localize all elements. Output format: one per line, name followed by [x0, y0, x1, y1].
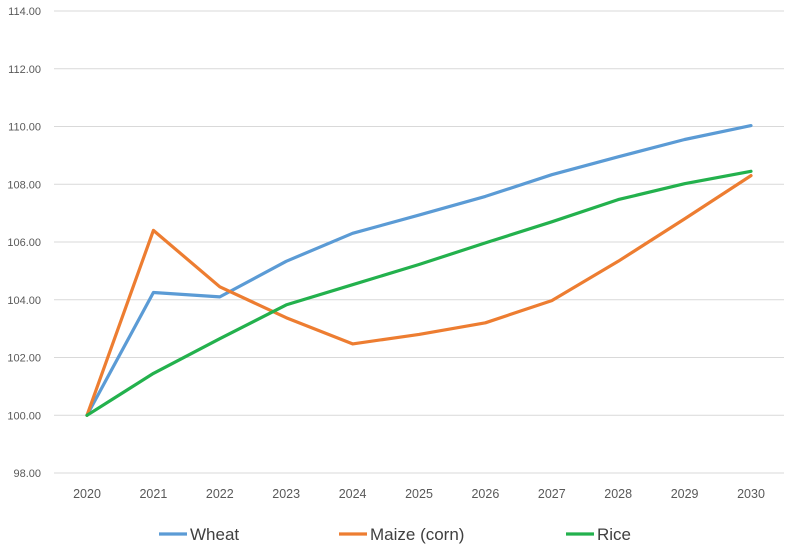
x-tick-label: 2025	[405, 487, 433, 501]
x-tick-label: 2027	[538, 487, 566, 501]
series-line-rice	[85, 169, 753, 417]
y-tick-label: 100.00	[7, 410, 41, 422]
legend: Wheat Maize (corn) Rice	[159, 525, 631, 544]
y-tick-label: 98.00	[13, 468, 41, 480]
y-tick-label: 104.00	[7, 295, 41, 307]
x-tick-label: 2021	[139, 487, 167, 501]
x-tick-label: 2026	[471, 487, 499, 501]
y-axis-tick-labels: 98.00 100.00 102.00 104.00 106.00 108.00 110.0…	[7, 6, 41, 480]
x-tick-label: 2028	[604, 487, 632, 501]
y-tick-label: 114.00	[8, 6, 41, 18]
y-tick-label: 102.00	[7, 353, 41, 365]
x-tick-label: 2030	[737, 487, 765, 501]
legend-label: Maize (corn)	[370, 525, 464, 544]
y-tick-label: 108.00	[7, 179, 41, 191]
y-tick-label: 106.00	[7, 237, 41, 249]
y-tick-label: 110.00	[8, 122, 41, 134]
gridlines	[54, 10, 784, 474]
x-tick-label: 2029	[671, 487, 699, 501]
legend-label: Rice	[597, 525, 631, 544]
y-tick-label: 112.00	[8, 64, 41, 76]
legend-label: Wheat	[190, 525, 239, 544]
x-tick-label: 2020	[73, 487, 101, 501]
x-axis-tick-labels: 2020 2021 2022 2023 2024 2025 2026 2027 2028 2029…	[73, 487, 765, 501]
series-line-maize-corn	[85, 174, 753, 417]
x-tick-label: 2024	[339, 487, 367, 501]
x-tick-label: 2022	[206, 487, 234, 501]
series-lines	[85, 123, 753, 417]
series-line-wheat	[85, 123, 753, 417]
x-tick-label: 2023	[272, 487, 300, 501]
